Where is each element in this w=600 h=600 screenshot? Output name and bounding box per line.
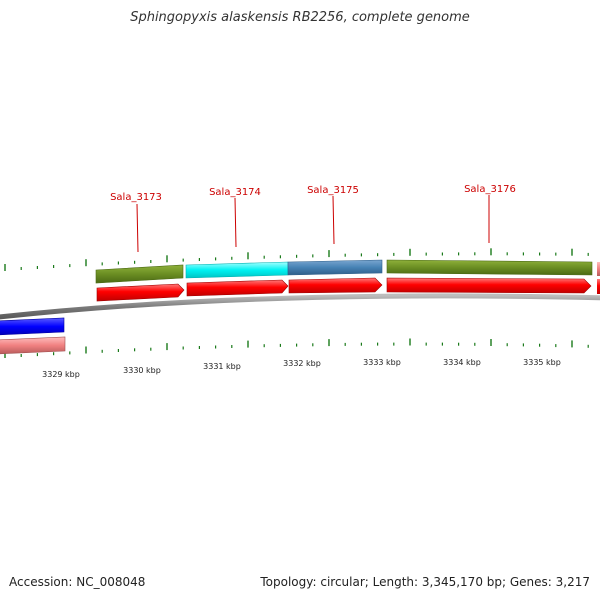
gene-label[interactable]: Sala_3175 [307,185,359,196]
genome-backbone [0,293,600,320]
gene-cog-box[interactable] [597,262,600,276]
cds-arrow[interactable] [386,277,592,294]
scale-label: 3334 kbp [443,358,481,367]
gene-label-leader [234,197,237,248]
scale-label: 3332 kbp [283,359,321,368]
cds-arrow[interactable] [288,277,383,294]
gene-label[interactable]: Sala_3174 [209,187,261,198]
cds-arrow[interactable] [597,279,600,294]
gene-label[interactable]: Sala_3176 [464,184,516,195]
cds-arrow[interactable] [0,336,66,355]
scale-label: 3330 kbp [123,366,161,375]
genome-summary-text: Topology: circular; Length: 3,345,170 bp… [260,575,590,589]
gene-cog-box[interactable] [185,261,289,279]
gene-cog-box[interactable] [386,259,593,276]
cds-arrow[interactable] [96,283,185,302]
inner-tick-ring [4,338,589,358]
gene-cog-box[interactable] [95,264,184,284]
scale-label: 3335 kbp [523,358,561,367]
gene-cog-box[interactable] [287,259,383,276]
cds-arrow[interactable] [186,279,289,297]
scale-label: 3329 kbp [42,370,80,379]
outer-tick-ring [4,248,589,271]
scale-label: 3331 kbp [203,362,241,371]
gene-cog-box[interactable] [0,317,65,336]
gene-label-leader [332,195,335,245]
gene-label[interactable]: Sala_3173 [110,192,162,203]
map-title: Sphingopyxis alaskensis RB2256, complete… [130,10,470,25]
scale-label: 3333 kbp [363,358,401,367]
gene-label-leader [136,203,139,253]
accession-text: Accession: NC_008048 [9,575,146,589]
